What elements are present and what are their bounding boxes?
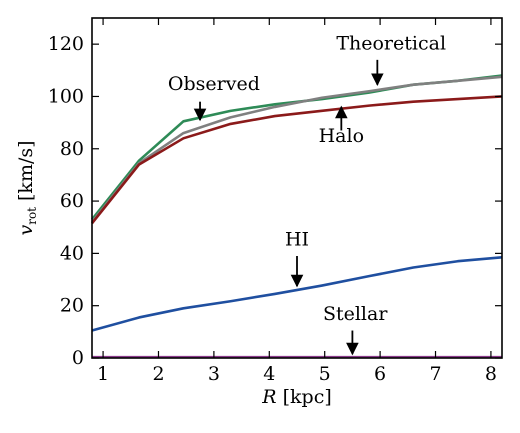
y-tick-label: 80 [60, 138, 84, 160]
y-axis-label-var: v [15, 225, 37, 236]
y-axis-label-unit: [km/s] [15, 140, 37, 207]
y-tick-label: 40 [60, 242, 84, 264]
y-tick-label: 120 [48, 33, 84, 55]
annotation-halo: Halo [319, 125, 364, 147]
x-tick-label: 2 [152, 363, 164, 385]
y-axis: 0 20 40 60 80 100 120 [48, 33, 502, 369]
x-tick-label: 4 [263, 363, 275, 385]
annotation-hi: HI [285, 229, 309, 251]
y-axis-label-sub: rot [25, 207, 39, 225]
series-line-halo [90, 95, 503, 225]
y-tick-label: 0 [72, 347, 84, 369]
series-layer [90, 74, 503, 359]
annotation-theoretical: Theoretical [336, 32, 446, 54]
annotation-layer: Observed Theoretical Halo HI Stellar [168, 32, 446, 356]
y-axis-label: vrot [km/s] [15, 140, 39, 235]
y-tick-label: 20 [60, 295, 84, 317]
x-tick-label: 3 [208, 363, 220, 385]
series-line-hi [91, 256, 503, 332]
annotation-stellar: Stellar [323, 303, 388, 325]
annotation-observed: Observed [168, 73, 260, 95]
x-axis-label-var: R [261, 386, 276, 408]
y-tick-label: 60 [60, 190, 84, 212]
series-line-observed [90, 74, 503, 221]
x-tick-label: 8 [485, 363, 497, 385]
x-axis-label-unit: [kpc] [277, 386, 332, 408]
series-line-theoretical [90, 75, 503, 223]
plot-frame [91, 17, 503, 359]
x-tick-label: 7 [429, 363, 441, 385]
y-tick-label: 100 [48, 85, 84, 107]
x-axis-label: R [kpc] [261, 386, 332, 408]
x-axis: 1 2 3 4 5 6 7 8 [97, 18, 497, 385]
x-tick-label: 6 [374, 363, 386, 385]
x-tick-label: 5 [319, 363, 331, 385]
x-tick-label: 1 [97, 363, 109, 385]
